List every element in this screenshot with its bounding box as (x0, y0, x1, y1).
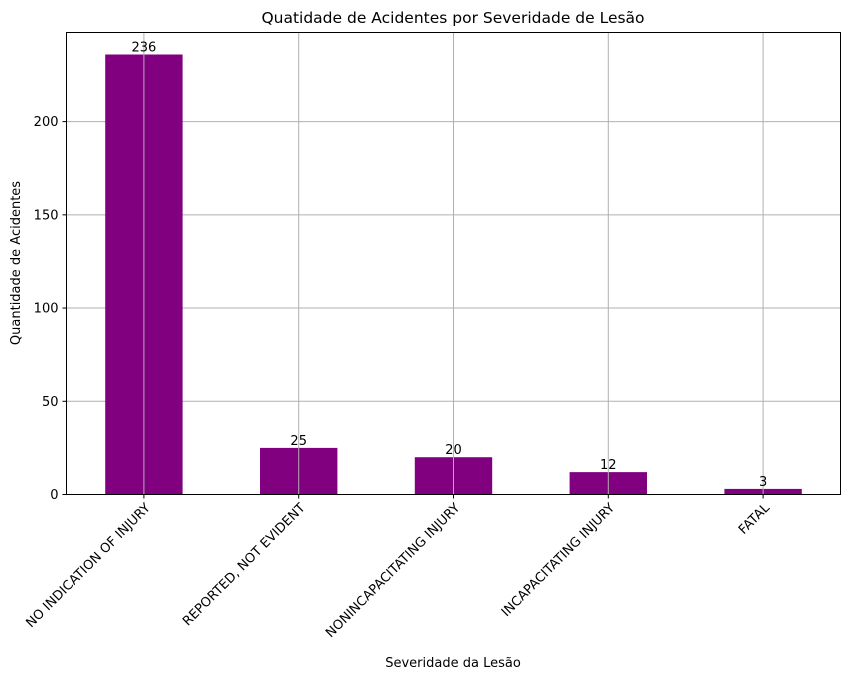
x-tick-label: NONINCAPACITATING INJURY (323, 501, 463, 641)
y-axis: 0 50 100 150 200 (34, 115, 67, 503)
y-tick-label: 150 (34, 208, 59, 223)
x-axis-label: Severidade da Lesão (385, 656, 521, 671)
y-tick-label: 50 (42, 395, 59, 410)
y-tick-label: 0 (50, 488, 58, 503)
x-tick-label: FATAL (736, 500, 773, 537)
chart-title: Quatidade de Acidentes por Severidade de… (261, 9, 644, 27)
x-axis: NO INDICATION OF INJURY REPORTED, NOT EVI… (23, 494, 773, 641)
data-label-layer: 236 25 20 12 3 (131, 41, 767, 490)
x-tick-label: INCAPACITATING INJURY (499, 501, 618, 620)
bar-value-label: 12 (600, 458, 617, 473)
y-axis-label: Quantidade de Acidentes (9, 181, 24, 345)
x-tick-label: NO INDICATION OF INJURY (23, 501, 153, 631)
x-tick-label: REPORTED, NOT EVIDENT (180, 501, 309, 630)
bar-value-label: 3 (759, 475, 767, 490)
bar-value-label: 25 (290, 434, 307, 449)
y-tick-label: 200 (34, 115, 59, 130)
bar-value-label: 236 (131, 41, 156, 56)
bar-value-label: 20 (445, 443, 462, 458)
vertical-grid-layer (143, 32, 764, 495)
y-tick-label: 100 (34, 302, 59, 317)
